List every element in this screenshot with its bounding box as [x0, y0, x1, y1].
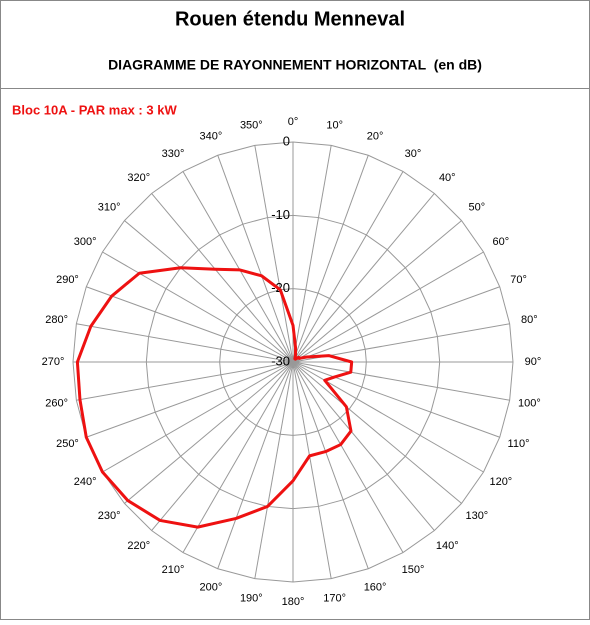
angle-label: 230°: [98, 510, 121, 522]
spoke: [86, 361, 294, 438]
angle-label: 310°: [98, 202, 121, 214]
angle-label: 200°: [200, 581, 223, 593]
angle-label: 270°: [42, 356, 65, 368]
spoke: [217, 155, 294, 363]
angle-label: 220°: [127, 540, 150, 552]
r-tick-label: -30: [271, 353, 290, 368]
angle-label: 210°: [162, 564, 185, 576]
angle-label: 130°: [465, 510, 488, 522]
spoke: [182, 171, 294, 363]
spoke: [292, 286, 500, 363]
spoke: [292, 193, 435, 363]
spoke: [292, 361, 404, 553]
angle-label: 170°: [323, 592, 346, 604]
angle-label: 110°: [508, 438, 530, 450]
spoke: [217, 361, 294, 569]
spoke: [292, 361, 500, 438]
spoke: [124, 220, 294, 363]
angle-label: 250°: [56, 438, 79, 450]
spoke: [292, 155, 369, 363]
spoke: [292, 361, 332, 579]
angle-label: 350°: [240, 120, 263, 132]
spoke: [76, 323, 294, 363]
angle-label: 160°: [364, 581, 387, 593]
spoke: [124, 361, 294, 504]
grid-ring: [219, 288, 367, 436]
angle-label: 300°: [74, 236, 97, 248]
angle-label: 330°: [162, 148, 185, 160]
angle-label: 70°: [510, 274, 527, 286]
r-tick-label: -10: [271, 207, 290, 222]
spoke: [102, 251, 294, 363]
angle-label: 280°: [45, 314, 68, 326]
angle-label: 190°: [240, 592, 263, 604]
angle-label: 100°: [518, 398, 541, 410]
angle-label: 340°: [200, 130, 223, 142]
angle-label: 260°: [45, 398, 68, 410]
spoke: [292, 361, 510, 401]
spoke: [292, 145, 332, 363]
spoke: [151, 361, 294, 531]
angle-label: 80°: [521, 314, 538, 326]
spoke: [151, 193, 294, 363]
spoke: [292, 251, 484, 363]
spoke: [76, 361, 294, 401]
spoke: [182, 361, 294, 553]
legend-label: Bloc 10A - PAR max : 3 kW: [12, 102, 177, 117]
r-tick-label: 0: [283, 133, 290, 148]
angle-label: 240°: [74, 476, 97, 488]
spoke: [292, 361, 369, 569]
spoke: [292, 171, 404, 363]
series-line: [75, 266, 354, 529]
spoke: [254, 145, 294, 363]
angle-label: 40°: [439, 172, 456, 184]
angle-label: 320°: [127, 172, 150, 184]
angle-label: 150°: [402, 564, 425, 576]
spoke: [254, 361, 294, 579]
angle-label: 30°: [405, 148, 422, 160]
angle-label: 90°: [525, 356, 542, 368]
angle-label: 180°: [282, 596, 305, 608]
spoke: [292, 361, 435, 531]
angle-label: 120°: [489, 476, 512, 488]
angle-label: 290°: [56, 274, 79, 286]
chart-subtitle: DIAGRAMME DE RAYONNEMENT HORIZONTAL (en …: [108, 57, 482, 73]
angle-label: 0°: [288, 116, 299, 128]
angle-label: 10°: [326, 120, 343, 132]
spoke: [86, 286, 294, 363]
chart-title: Rouen étendu Menneval: [175, 8, 405, 30]
grid-ring: [72, 141, 514, 583]
spoke: [292, 220, 462, 363]
grid-ring: [145, 214, 441, 510]
angle-label: 140°: [436, 540, 459, 552]
r-tick-label: -20: [271, 280, 290, 295]
spoke: [292, 361, 462, 504]
angle-label: 50°: [469, 202, 486, 214]
angle-label: 20°: [367, 130, 384, 142]
angle-label: 60°: [493, 236, 510, 248]
spoke: [102, 361, 294, 473]
